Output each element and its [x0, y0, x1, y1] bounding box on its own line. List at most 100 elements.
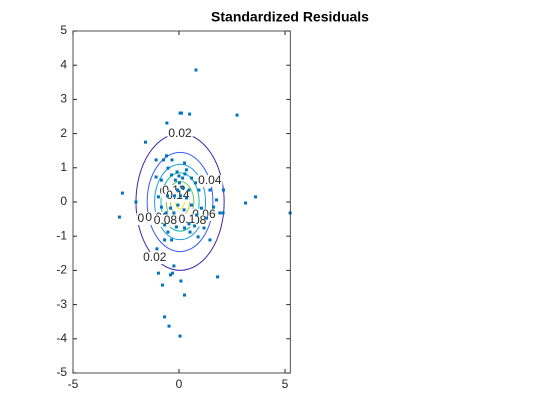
point	[160, 283, 164, 287]
point	[134, 200, 138, 204]
contour-label-text: 0.02	[168, 126, 192, 140]
point	[155, 247, 159, 251]
point	[175, 170, 179, 174]
contour-label: 0.1	[177, 212, 197, 226]
point	[212, 205, 216, 209]
point	[199, 206, 203, 210]
contour-line	[160, 172, 200, 232]
point	[181, 176, 185, 180]
point	[166, 194, 170, 198]
point	[154, 175, 158, 179]
point	[170, 173, 174, 177]
point	[162, 158, 166, 162]
point	[170, 238, 174, 242]
point	[218, 211, 222, 215]
contour-label-bg	[177, 213, 197, 226]
contour-label-bg	[165, 190, 191, 203]
point	[197, 188, 201, 192]
point	[176, 188, 180, 192]
point	[163, 238, 167, 242]
point	[216, 275, 220, 279]
contour-label-bg	[167, 127, 193, 140]
point	[194, 181, 198, 185]
y-tick-label: 3	[60, 92, 67, 106]
x-tick-label: -5	[68, 377, 79, 391]
contour-line	[154, 163, 206, 241]
contour-label-bg	[197, 175, 223, 188]
point	[117, 215, 121, 219]
point	[196, 235, 200, 239]
point	[163, 223, 167, 227]
point	[177, 174, 181, 178]
contour-label: 0.14	[165, 188, 191, 203]
contour-label-text: 0.08	[154, 213, 178, 227]
point	[159, 205, 163, 209]
contour-label: 0.04	[197, 173, 223, 188]
contour-label-text: 0.04	[198, 173, 222, 187]
point	[169, 273, 173, 277]
point	[183, 161, 187, 165]
y-tick-label: -2	[56, 263, 67, 277]
point	[172, 264, 176, 268]
point	[254, 195, 258, 199]
point	[178, 194, 182, 198]
contour-label: 0.02	[167, 126, 193, 140]
contour-label: 0.02	[142, 250, 168, 265]
point	[170, 158, 174, 162]
point	[173, 178, 177, 182]
point	[178, 334, 182, 338]
point	[163, 315, 167, 319]
point	[187, 222, 191, 226]
point	[190, 176, 194, 180]
point	[174, 225, 178, 229]
point	[244, 201, 248, 205]
y-tick-label: 0	[60, 194, 67, 208]
y-tick-label: 1	[60, 160, 67, 174]
point	[221, 211, 225, 215]
point	[194, 68, 198, 72]
point	[177, 181, 181, 185]
point	[164, 154, 168, 158]
point	[235, 113, 239, 117]
point	[164, 211, 168, 215]
point	[169, 206, 173, 210]
y-tick-label: -1	[56, 228, 67, 242]
point	[156, 271, 160, 275]
point	[172, 211, 176, 215]
point	[159, 178, 163, 182]
x-tick-label: 5	[282, 377, 289, 391]
contour-label: 0.08	[152, 213, 179, 227]
axes-box	[72, 30, 291, 374]
point	[187, 188, 191, 192]
point	[183, 172, 187, 176]
contour-label-text: 0.1	[179, 212, 196, 226]
point	[173, 194, 177, 198]
contour-line	[146, 151, 214, 253]
y-tick-label: 5	[60, 23, 67, 37]
point	[156, 195, 160, 199]
point	[179, 279, 183, 283]
point	[184, 196, 188, 200]
point	[170, 271, 174, 275]
point	[208, 188, 212, 192]
contour-label-bg	[142, 252, 168, 265]
point	[195, 213, 199, 217]
point	[120, 191, 124, 195]
point	[182, 208, 186, 212]
point	[188, 112, 192, 116]
y-tick-label: -3	[56, 297, 67, 311]
point	[167, 324, 171, 328]
point	[222, 188, 226, 192]
point	[165, 121, 169, 125]
x-tick-label: 0	[176, 377, 183, 391]
point	[181, 186, 185, 190]
contour-label-text: 0.14	[166, 188, 190, 202]
point	[184, 168, 188, 172]
point	[166, 166, 170, 170]
point	[202, 226, 206, 230]
contour-label-text: 0.02	[143, 250, 167, 264]
contour-label-bg	[152, 214, 179, 227]
point	[166, 230, 170, 234]
